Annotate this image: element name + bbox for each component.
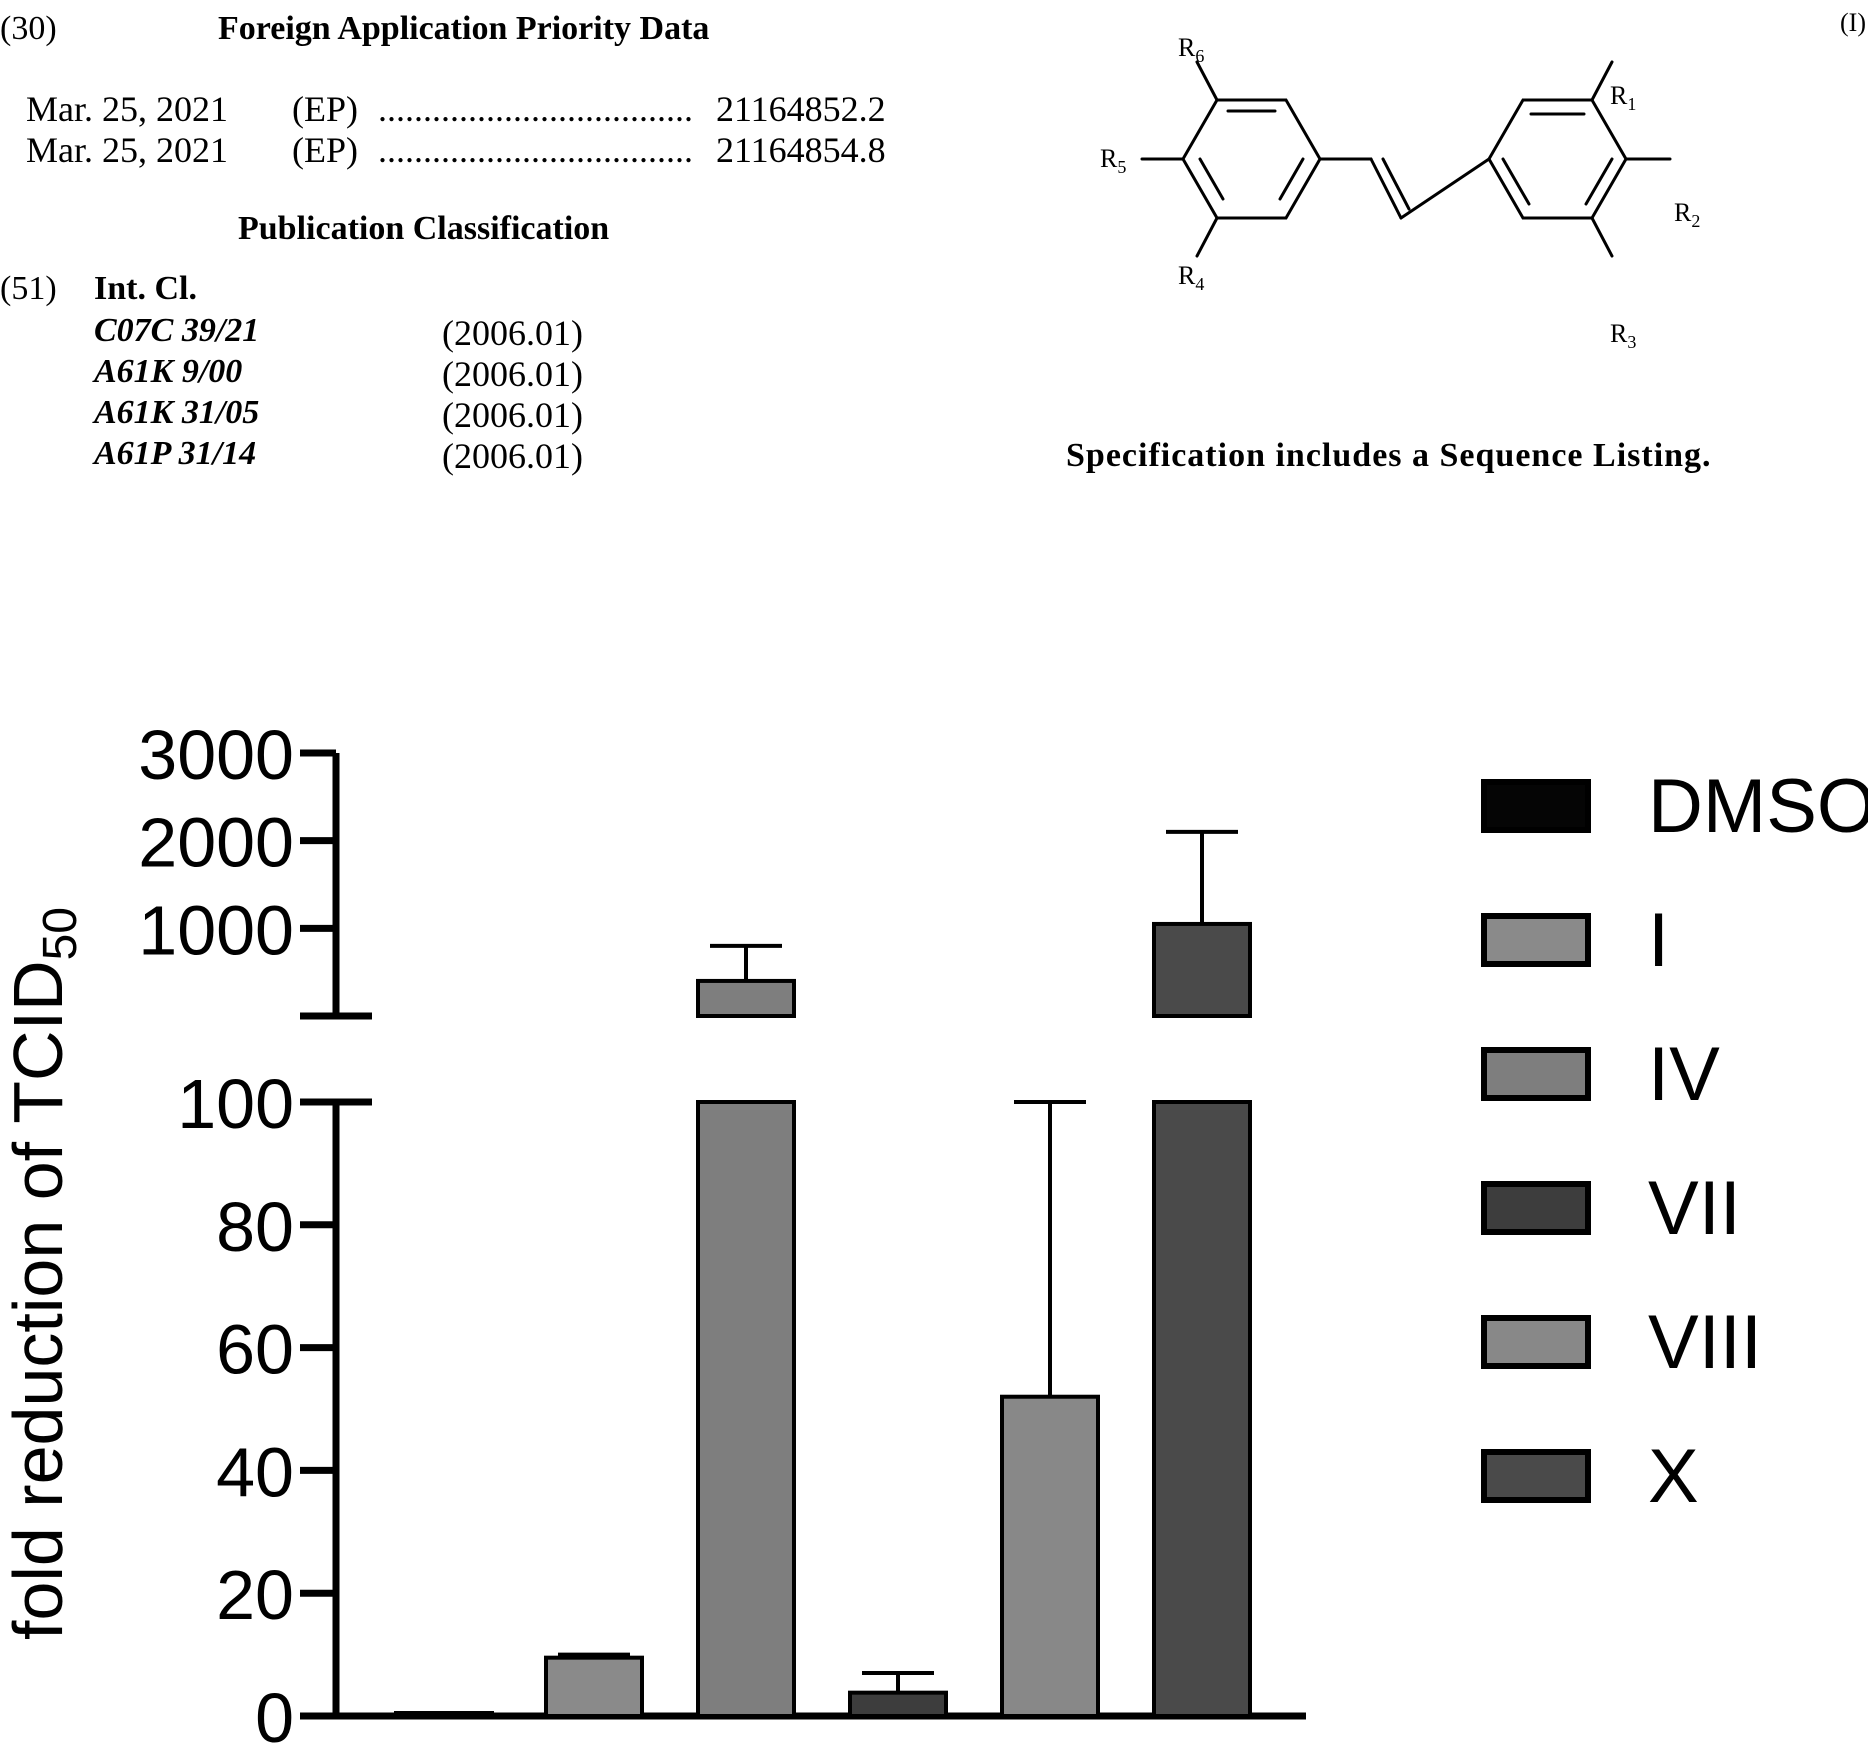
legend-label: IV [1648, 1032, 1720, 1117]
classification-code: (51) [0, 270, 57, 308]
legend-swatch [1484, 1184, 1588, 1232]
r4-label: R4 [1178, 261, 1204, 294]
ipc-code-1: C07C 39/21 [94, 312, 259, 350]
priority-heading: Foreign Application Priority Data [218, 10, 709, 48]
legend-label: X [1648, 1434, 1699, 1519]
y-tick-label: 80 [216, 1188, 294, 1266]
ipc-version-2: (2006.01) [442, 353, 583, 395]
priority-date-1: Mar. 25, 2021 [26, 88, 228, 130]
legend-label: VII [1648, 1166, 1741, 1251]
priority-dots-2: ................................... [378, 129, 696, 171]
legend-swatch [1484, 916, 1588, 964]
r2-label: R2 [1674, 198, 1700, 231]
y-tick-label: 40 [216, 1433, 294, 1511]
bar [546, 1658, 642, 1716]
y-axis-title: fold reduction of TCID50 [0, 907, 87, 1640]
priority-code: (30) [0, 10, 57, 48]
bar [698, 981, 794, 1016]
left-benzene-ring [1183, 100, 1320, 218]
priority-office-2: (EP) [292, 129, 358, 171]
y-tick-label: 100 [177, 1065, 294, 1143]
legend-swatch [1484, 1318, 1588, 1366]
int-cl-label: Int. Cl. [94, 270, 197, 308]
priority-office-1: (EP) [292, 88, 358, 130]
ipc-code-2: A61K 9/00 [94, 353, 242, 391]
priority-number-1: 21164852.2 [716, 88, 886, 130]
bar [698, 1102, 794, 1716]
y-tick-label: 20 [216, 1556, 294, 1634]
formula-number: (I) [1840, 8, 1866, 38]
priority-number-2: 21164854.8 [716, 129, 886, 171]
classification-heading: Publication Classification [238, 210, 609, 248]
legend-label: DMSO [1648, 764, 1868, 849]
priority-date-2: Mar. 25, 2021 [26, 129, 228, 171]
y-tick-label: 0 [255, 1679, 294, 1748]
ipc-version-4: (2006.01) [442, 435, 583, 477]
legend-swatch [1484, 782, 1588, 830]
legend-label: VIII [1648, 1300, 1762, 1385]
fold-reduction-chart: fold reduction of TCID50 0 20 40 60 80 100 100… [0, 700, 1868, 1748]
r6-label: R6 [1178, 33, 1204, 66]
ipc-version-1: (2006.01) [442, 312, 583, 354]
bar [1002, 1397, 1098, 1716]
y-tick-label: 2000 [138, 804, 294, 882]
legend-label: I [1648, 898, 1669, 983]
legend-swatch [1484, 1050, 1588, 1098]
right-benzene-ring [1489, 100, 1626, 218]
legend-swatch [1484, 1452, 1588, 1500]
stilbene-structure: R6 R5 R4 R1 R2 R3 [1090, 28, 1730, 358]
sequence-listing-note: Specification includes a Sequence Listin… [1066, 437, 1712, 475]
y-tick-label: 3000 [138, 716, 294, 794]
bar [396, 1713, 492, 1716]
y-tick-label: 60 [216, 1311, 294, 1389]
ipc-version-3: (2006.01) [442, 394, 583, 436]
bar [1154, 924, 1250, 1016]
bar [1154, 1102, 1250, 1716]
r3-label: R3 [1610, 319, 1636, 352]
priority-dots-1: ................................... [378, 88, 696, 130]
ipc-code-4: A61P 31/14 [94, 435, 256, 473]
r1-label: R1 [1610, 81, 1636, 114]
r5-label: R5 [1100, 144, 1126, 177]
y-tick-label: 1000 [138, 891, 294, 969]
bar [850, 1693, 946, 1716]
ipc-code-3: A61K 31/05 [94, 394, 259, 432]
